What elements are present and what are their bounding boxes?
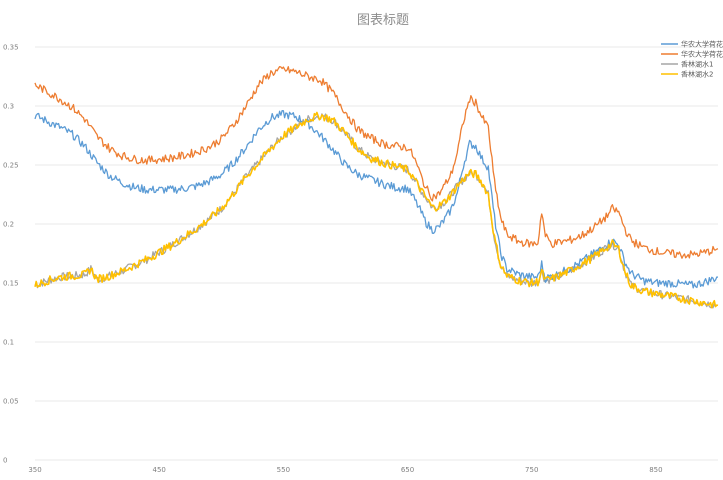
y-axis-ticks: 0 0.05 0.1 0.15 0.2 0.25 0.3 0.35 <box>3 44 19 465</box>
y-tick-label: 0.25 <box>3 162 19 170</box>
x-tick-label: 750 <box>525 466 538 474</box>
y-tick-label: 0.2 <box>3 221 14 229</box>
y-tick-label: 0 <box>3 457 7 465</box>
legend-entry: 华农大学荷花 <box>681 50 723 59</box>
y-tick-label: 0.15 <box>3 280 19 288</box>
x-tick-label: 650 <box>401 466 414 474</box>
y-tick-label: 0.05 <box>3 398 19 406</box>
legend-entry: 香林湖水2 <box>681 70 713 79</box>
y-tick-label: 0.35 <box>3 44 19 52</box>
series-line <box>34 65 719 259</box>
series-line <box>34 111 719 309</box>
series-line <box>34 110 719 289</box>
series-lines <box>34 65 719 309</box>
y-tick-label: 0.3 <box>3 103 14 111</box>
x-tick-label: 550 <box>277 466 290 474</box>
x-axis-ticks: 350 450 550 650 750 850 <box>28 466 662 474</box>
legend-entry: 华农大学荷花 <box>681 40 723 49</box>
legend-entry: 香林湖水1 <box>681 60 713 69</box>
x-tick-label: 850 <box>649 466 662 474</box>
chart-title: 图表标题 <box>357 13 409 28</box>
x-tick-label: 450 <box>152 466 165 474</box>
x-tick-label: 350 <box>28 466 41 474</box>
y-tick-label: 0.1 <box>3 339 14 347</box>
gridlines <box>35 46 718 461</box>
